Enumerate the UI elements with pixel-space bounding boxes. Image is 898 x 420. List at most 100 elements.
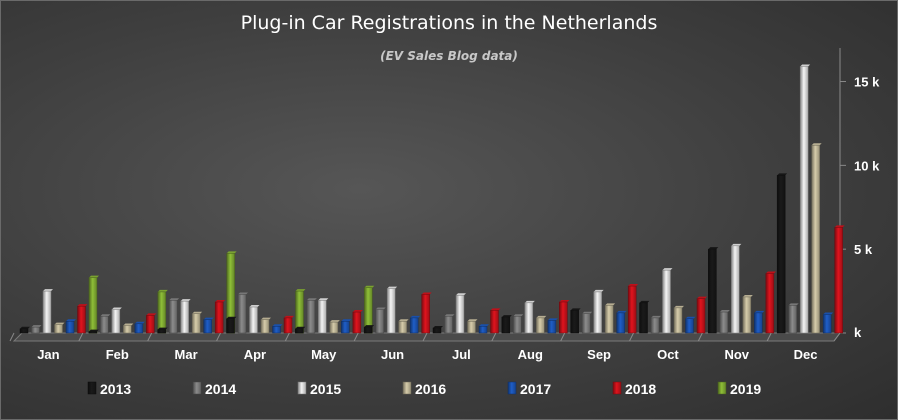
bar-top	[295, 326, 306, 329]
bar-2015-Aug	[524, 302, 534, 334]
x-tick-label: Feb	[106, 347, 129, 362]
x-tick-mark	[353, 332, 359, 342]
bar-2017-Dec	[822, 314, 832, 334]
bar-2015-Oct	[662, 269, 671, 334]
bar-top	[364, 325, 375, 328]
x-tick-mark	[491, 332, 497, 342]
bar-top	[398, 319, 409, 322]
x-tick-mark	[78, 332, 84, 342]
bar-top	[582, 311, 593, 314]
bar-2018-Sep	[627, 285, 637, 334]
bar-top	[765, 271, 776, 274]
bar-2016-Jun	[398, 321, 407, 334]
bar-top	[524, 300, 535, 303]
x-tick-mark	[766, 332, 772, 342]
bar-top	[203, 317, 214, 320]
bar-top	[628, 284, 639, 287]
x-tick-mark	[9, 332, 15, 342]
bar-2014-Jul	[444, 315, 453, 334]
bar-2017-Apr	[272, 326, 281, 334]
bar-2016-Jul	[467, 321, 476, 334]
bar-top	[788, 303, 799, 306]
bar-2013-Nov	[708, 248, 717, 334]
bar-2019-Feb	[157, 291, 167, 334]
bar-2013-Oct	[639, 302, 648, 334]
legend-swatch-2013	[87, 381, 97, 395]
bar-top	[651, 315, 661, 318]
bar-2015-Nov	[731, 245, 740, 334]
bar-top	[341, 319, 352, 322]
bar-top	[467, 319, 478, 322]
bar-top	[146, 313, 157, 316]
bar-2013-Sep	[570, 310, 579, 334]
bar-2013-Feb	[88, 331, 98, 334]
bar-top	[387, 286, 398, 289]
bar-2014-Dec	[788, 305, 797, 334]
bar-2017-Jul	[478, 326, 488, 334]
bar-top	[616, 310, 627, 313]
bar-top	[444, 314, 455, 317]
bar-2016-Mar	[191, 313, 201, 334]
bar-2018-Jun	[421, 294, 430, 334]
y-tick-label: k	[854, 325, 862, 340]
bar-2016-Aug	[536, 317, 545, 334]
bar-top	[501, 315, 512, 318]
bar-2017-Nov	[754, 312, 763, 334]
legend-swatch-2014	[192, 381, 202, 395]
bar-2015-May	[318, 300, 327, 334]
bar-2014-Jun	[375, 309, 384, 334]
x-tick-label: Jan	[37, 347, 59, 362]
bar-top	[31, 325, 42, 328]
y-tick-label: 5 k	[854, 242, 873, 257]
bar-top	[685, 316, 696, 319]
bar-top	[295, 289, 306, 292]
bar-top	[261, 317, 271, 320]
bar-top	[123, 323, 134, 326]
bar-2015-Mar	[180, 300, 189, 334]
bar-2018-May	[352, 311, 362, 334]
bar-2019-Apr	[295, 290, 304, 334]
bar-top	[834, 225, 845, 228]
bar-2016-Sep	[604, 305, 614, 334]
x-tick-mark	[284, 332, 290, 342]
bar-2014-Jan	[31, 326, 40, 334]
bar-top	[536, 315, 547, 318]
bar-top	[823, 312, 834, 315]
bar-top	[329, 320, 340, 323]
bar-top	[662, 268, 673, 271]
bar-top	[605, 303, 616, 306]
legend-label-2019: 2019	[730, 381, 761, 397]
bar-top	[272, 324, 283, 327]
legend-swatch-2015	[297, 381, 307, 395]
bar-2014-Apr	[237, 294, 247, 334]
legend-swatch-2017	[507, 381, 517, 395]
bar-top	[731, 243, 742, 246]
bar-2017-Oct	[685, 318, 694, 334]
bar-top	[697, 296, 707, 299]
bar-top	[134, 321, 145, 324]
bar-2017-Mar	[203, 319, 212, 334]
bar-2018-Nov	[765, 273, 775, 334]
bar-top	[318, 298, 329, 301]
bar-top	[639, 300, 650, 303]
bar-2017-Aug	[547, 320, 557, 334]
bar-top	[54, 322, 65, 325]
x-tick-mark	[697, 332, 703, 342]
x-tick-mark	[422, 332, 428, 342]
bar-2013-May	[295, 328, 304, 334]
x-tick-label: Apr	[244, 347, 266, 362]
bar-2017-Feb	[134, 323, 144, 334]
bar-top	[754, 310, 765, 313]
legend-swatch-2018	[612, 381, 622, 395]
bar-top	[559, 299, 570, 302]
bar-top	[410, 315, 421, 318]
bar-2014-Nov	[719, 311, 729, 334]
bar-2016-Nov	[742, 296, 752, 334]
bar-top	[777, 173, 788, 176]
bar-top	[513, 314, 524, 317]
x-tick-label: May	[311, 347, 337, 362]
bar-2014-May	[306, 300, 316, 334]
legend-label-2018: 2018	[625, 381, 656, 397]
bar-top	[547, 318, 558, 321]
